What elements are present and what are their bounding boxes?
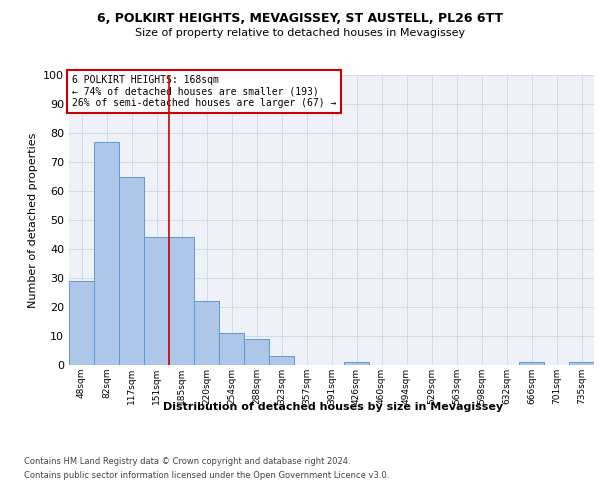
Bar <box>194 301 219 365</box>
Text: Distribution of detached houses by size in Mevagissey: Distribution of detached houses by size … <box>163 402 503 412</box>
Bar <box>169 238 194 365</box>
Bar <box>144 238 169 365</box>
Bar <box>219 333 244 365</box>
Bar <box>119 176 144 365</box>
Text: Contains public sector information licensed under the Open Government Licence v3: Contains public sector information licen… <box>24 471 389 480</box>
Bar <box>244 339 269 365</box>
Bar <box>519 362 544 365</box>
Bar <box>569 362 594 365</box>
Bar <box>69 281 94 365</box>
Text: Size of property relative to detached houses in Mevagissey: Size of property relative to detached ho… <box>135 28 465 38</box>
Bar <box>269 356 294 365</box>
Text: Contains HM Land Registry data © Crown copyright and database right 2024.: Contains HM Land Registry data © Crown c… <box>24 458 350 466</box>
Y-axis label: Number of detached properties: Number of detached properties <box>28 132 38 308</box>
Bar <box>344 362 369 365</box>
Text: 6, POLKIRT HEIGHTS, MEVAGISSEY, ST AUSTELL, PL26 6TT: 6, POLKIRT HEIGHTS, MEVAGISSEY, ST AUSTE… <box>97 12 503 26</box>
Bar <box>94 142 119 365</box>
Text: 6 POLKIRT HEIGHTS: 168sqm
← 74% of detached houses are smaller (193)
26% of semi: 6 POLKIRT HEIGHTS: 168sqm ← 74% of detac… <box>71 75 336 108</box>
